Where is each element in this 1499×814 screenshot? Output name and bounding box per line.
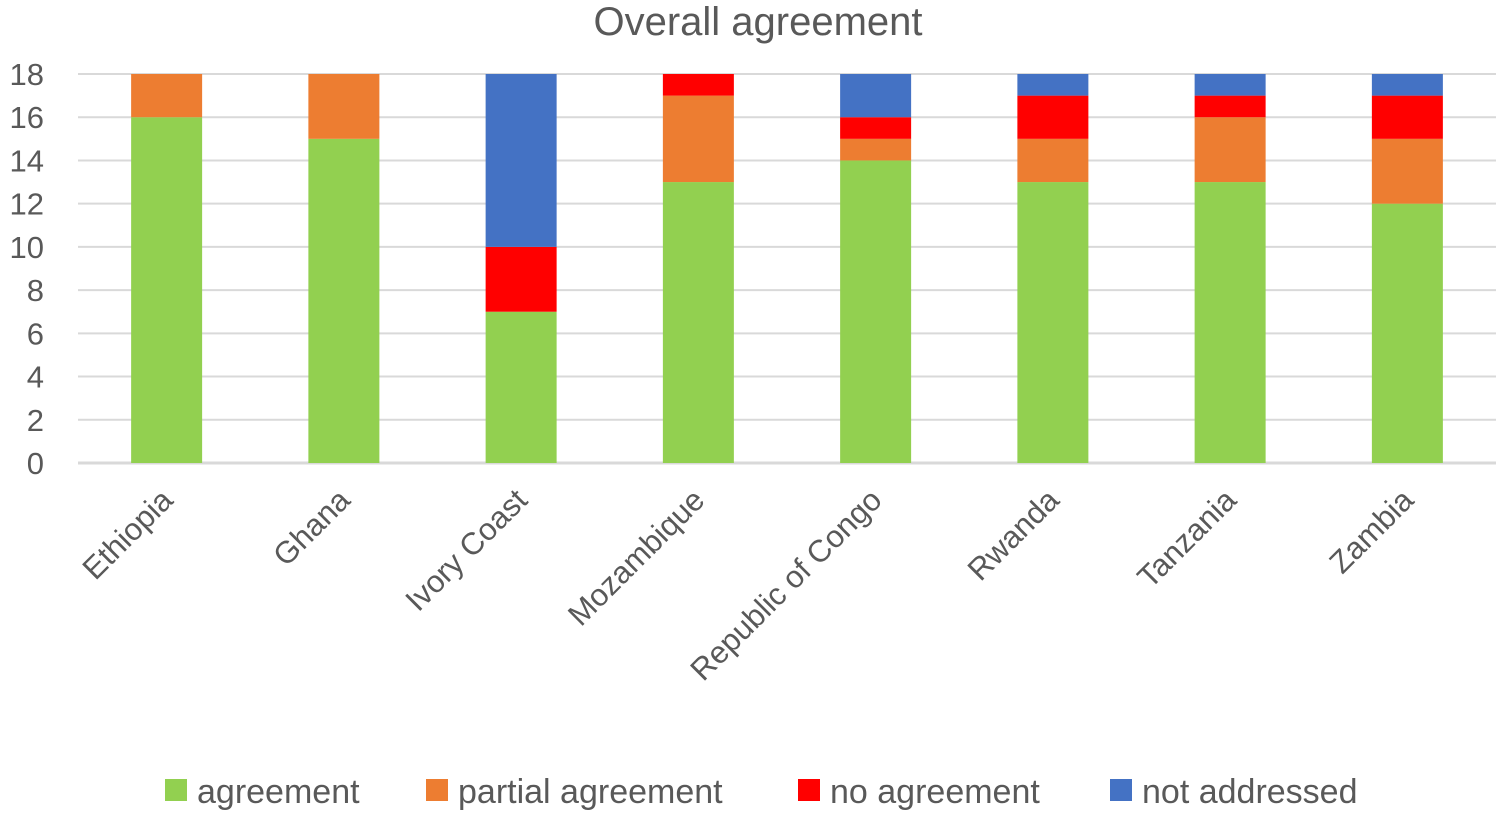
- x-category-label: Republic of Congo: [683, 482, 888, 687]
- y-tick-label: 14: [10, 143, 44, 178]
- legend-label: agreement: [197, 773, 360, 811]
- bar-segment-not-addressed: [1371, 74, 1443, 96]
- bar-segment-partial-agreement: [131, 74, 203, 118]
- bar-segment-agreement: [1194, 182, 1266, 464]
- x-category-label: Ghana: [266, 482, 357, 573]
- legend-label: partial agreement: [458, 773, 723, 811]
- bar-segment-no-agreement: [1017, 95, 1089, 139]
- bar-segment-agreement: [131, 117, 203, 463]
- bar-segment-agreement: [662, 182, 734, 464]
- x-category-label: Ethiopia: [76, 482, 181, 587]
- y-tick-label: 18: [10, 57, 44, 92]
- bar-segment-no-agreement: [662, 74, 734, 96]
- y-tick-label: 8: [27, 273, 44, 308]
- y-tick-label: 10: [10, 230, 44, 265]
- bar-segment-agreement: [840, 160, 912, 463]
- bar-segment-not-addressed: [1194, 74, 1266, 96]
- y-tick-label: 16: [10, 100, 44, 135]
- legend-label: no agreement: [830, 773, 1040, 811]
- gridlines: [78, 73, 1496, 465]
- bar-segment-not-addressed: [840, 74, 912, 118]
- y-tick-label: 6: [27, 316, 44, 351]
- chart-title: Overall agreement: [593, 0, 922, 44]
- legend-swatch: [798, 779, 820, 801]
- bar-segment-no-agreement: [840, 117, 912, 139]
- bar-segment-no-agreement: [1371, 95, 1443, 139]
- bar-segment-no-agreement: [485, 246, 557, 312]
- bar-segment-partial-agreement: [1371, 138, 1443, 204]
- bar-segment-partial-agreement: [662, 95, 734, 183]
- legend-item-no-agreement: no agreement: [798, 773, 1040, 811]
- legend-item-partial-agreement: partial agreement: [426, 773, 723, 811]
- bar-segment-agreement: [308, 138, 380, 464]
- bar-segment-partial-agreement: [308, 74, 380, 139]
- y-tick-label: 12: [10, 187, 44, 222]
- legend-label: not addressed: [1142, 773, 1358, 811]
- x-axis-categories: Ethiopia Ghana Ivory Coast MozambiqueRepubl…: [76, 482, 1421, 688]
- bar-segment-agreement: [1017, 182, 1089, 464]
- legend: agreement partial agreement no agreement no…: [165, 773, 1358, 811]
- bar-segment-not-addressed: [1017, 74, 1089, 96]
- y-tick-label: 0: [27, 446, 44, 481]
- bar-segment-agreement: [1371, 203, 1443, 463]
- bar-segment-agreement: [485, 311, 557, 463]
- y-tick-label: 2: [27, 403, 44, 438]
- legend-swatch: [165, 779, 187, 801]
- legend-swatch: [1110, 779, 1132, 801]
- x-category-label: Rwanda: [961, 482, 1067, 588]
- x-category-label: Tanzania: [1131, 482, 1244, 595]
- legend-swatch: [426, 779, 448, 801]
- legend-item-agreement: agreement: [165, 773, 360, 811]
- bar-segment-no-agreement: [1194, 95, 1266, 118]
- y-axis-ticks: 0 2 4 6 8 10 12 14 16 18: [10, 57, 44, 481]
- bar-segment-partial-agreement: [1194, 117, 1266, 183]
- bars: [131, 74, 1443, 464]
- legend-item-not-addressed: not addressed: [1110, 773, 1358, 811]
- x-category-label: Mozambique: [561, 482, 711, 632]
- bar-segment-partial-agreement: [1017, 138, 1089, 183]
- x-category-label: Zambia: [1322, 482, 1420, 580]
- bar-segment-partial-agreement: [840, 138, 912, 161]
- y-tick-label: 4: [27, 360, 44, 395]
- x-category-label: Ivory Coast: [398, 482, 534, 618]
- bar-segment-not-addressed: [485, 74, 557, 247]
